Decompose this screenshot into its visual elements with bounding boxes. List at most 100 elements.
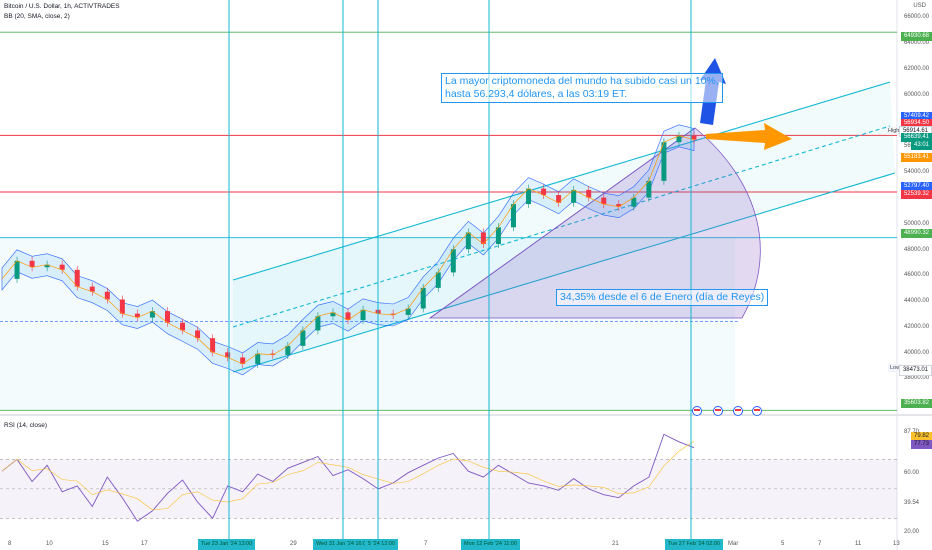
event-icon-flag-1: [715, 409, 721, 411]
price-label-2: 56934.50: [900, 119, 932, 128]
price-label-1: 57409.42: [900, 112, 932, 121]
candle-body: [691, 135, 697, 140]
time-tick-10: 11: [855, 541, 862, 547]
rsi-tick-1: 60.00: [904, 470, 920, 477]
candle-body: [225, 352, 231, 358]
candle-body: [586, 189, 592, 198]
candle-body: [164, 311, 170, 323]
candle-body: [149, 311, 155, 318]
high-tag: High: [886, 127, 902, 135]
candle-body: [74, 269, 80, 287]
time-tick-5: 7: [424, 541, 428, 547]
currency-label: USD: [913, 3, 926, 9]
rsi-band: [0, 459, 897, 519]
time-tick-0: 8: [8, 541, 12, 547]
price-tick-10: 46000.00: [904, 272, 930, 279]
candle-body: [29, 260, 35, 268]
rsi-label-1: 77.73: [910, 440, 932, 449]
price-tick-11: 44000.00: [904, 298, 930, 305]
price-tick-1: 64000.00: [904, 40, 930, 47]
bb-legend[interactable]: BB (20, SMA, close, 2): [4, 13, 70, 20]
price-tick-12: 42000.00: [904, 323, 930, 330]
time-tick-4: 29: [290, 541, 297, 547]
event-icon-flag-3: [754, 409, 760, 411]
price-tick-13: 40000.00: [904, 349, 930, 356]
date-badge-2: 5 '24 12:00: [365, 539, 399, 550]
fan-edge: [429, 127, 696, 319]
time-tick-2: 15: [102, 541, 109, 547]
candle-body: [134, 313, 140, 318]
bollinger-bands: [1, 124, 695, 376]
candle-body: [240, 357, 246, 364]
right-arrow: [706, 123, 792, 150]
price-label-8: 52539.32: [900, 190, 932, 199]
candle-body: [255, 353, 261, 364]
rsi-ma-line: [1, 441, 695, 511]
price-label-9: 48990.32: [900, 229, 932, 238]
candle-body: [405, 308, 411, 315]
rsi-tick-3: 20.00: [904, 529, 920, 535]
candle-body: [195, 330, 201, 339]
candle-body: [676, 135, 682, 143]
candle-body: [89, 286, 95, 292]
rsi-line: [1, 433, 695, 522]
candle-body: [571, 189, 577, 203]
candle-body: [300, 330, 306, 346]
channel-fill: [233, 82, 895, 372]
time-tick-3: 17: [141, 541, 148, 547]
price-label-4: 56639.41: [900, 133, 932, 142]
candle-body: [646, 180, 652, 198]
event-icon-flag-2: [735, 409, 741, 411]
candle-body: [285, 345, 291, 355]
candle-body: [390, 313, 396, 315]
time-tick-11: 13: [893, 541, 900, 547]
time-tick-9: 7: [818, 541, 822, 547]
candle-body: [480, 232, 486, 245]
rsi-legend[interactable]: RSI (14, close): [4, 422, 47, 429]
candle-body: [556, 195, 562, 203]
candle-body: [541, 188, 547, 196]
date-badge-3: Mon 12 Feb '24 11:00: [461, 539, 520, 550]
time-tick-8: 5: [781, 541, 785, 547]
candle-body: [119, 299, 125, 314]
price-tick-2: 62000.00: [904, 66, 930, 72]
candle-body: [495, 227, 501, 245]
candle-body: [631, 197, 637, 207]
price-label-7: 52797.40: [900, 182, 932, 191]
candle-body: [435, 272, 441, 288]
price-label-10: 38473.01: [898, 365, 932, 376]
candle-body: [661, 142, 667, 181]
price-tick-9: 48000.00: [904, 246, 930, 253]
candle-body: [330, 312, 336, 317]
date-badge-0: Tue 23 Jan '24 13:00: [198, 539, 256, 550]
candle-body: [104, 291, 110, 300]
annotation-top-line2: hasta 56.293,4 dólares, a las 03:19 ET.: [445, 88, 628, 100]
price-label-0: 64930.68: [900, 32, 932, 41]
annotation-top: La mayor criptomoneda del mundo ha subid…: [441, 73, 723, 103]
annotation-top-line1: La mayor criptomoneda del mundo ha subid…: [445, 75, 719, 87]
candle-body: [601, 197, 607, 205]
time-tick-6: 21: [612, 541, 619, 547]
price-label-5: 43:01: [910, 141, 932, 150]
price-label-6: 55183.41: [900, 153, 932, 162]
annotation-bottom: 34,35% desde el 6 de Enero (día de Reyes…: [556, 289, 769, 306]
time-tick-1: 10: [46, 541, 53, 547]
candle-body: [360, 309, 366, 321]
candle-body: [526, 188, 532, 205]
event-icon-flag-0: [694, 409, 700, 411]
symbol-legend[interactable]: Bitcoin / U.S. Dollar, 1h, ACTIVTRADES: [4, 3, 120, 10]
candle-body: [44, 264, 50, 268]
range-zone: [0, 237, 735, 411]
candle-body: [210, 338, 216, 353]
candle-body: [180, 322, 186, 331]
date-badge-1: Wed 31 Jan '24 16:00: [313, 539, 373, 550]
candle-body: [450, 249, 456, 273]
candle-body: [345, 312, 351, 321]
price-tick-6: 54000.00: [904, 169, 930, 176]
candle-body: [616, 204, 622, 207]
price-ma-line: [1, 135, 695, 365]
date-badge-4: Tue 27 Feb '24 02:00: [665, 539, 723, 550]
rsi-label-0: 79.82: [910, 432, 932, 441]
